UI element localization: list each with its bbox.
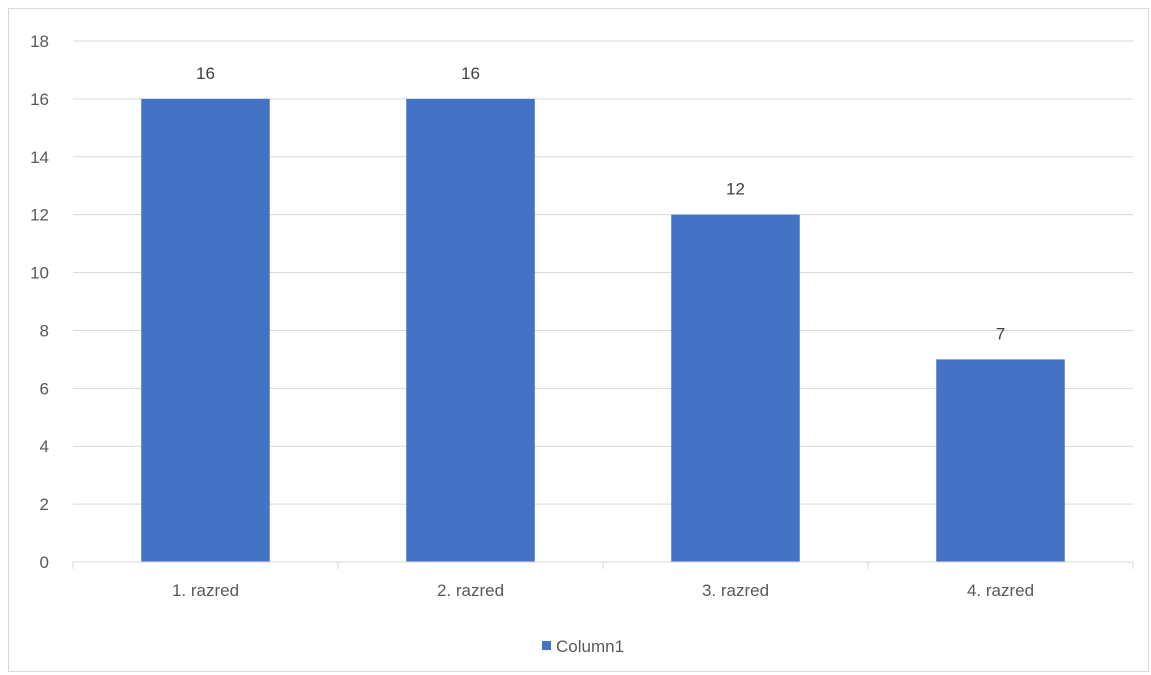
y-tick-label: 16 — [30, 90, 49, 109]
data-label: 12 — [726, 180, 745, 199]
bar-3 — [671, 215, 800, 562]
y-tick-label: 0 — [40, 553, 49, 572]
bar-2 — [406, 99, 535, 562]
x-axis-tick-labels: 1. razred 2. razred 3. razred 4. razred — [172, 581, 1034, 600]
data-label: 16 — [461, 64, 480, 83]
data-label: 7 — [996, 324, 1005, 343]
y-tick-label: 6 — [40, 379, 49, 398]
y-tick-label: 2 — [40, 495, 49, 514]
y-axis-tick-labels: 0 2 4 6 8 10 12 14 16 18 — [30, 32, 49, 572]
y-tick-label: 10 — [30, 264, 49, 283]
bar-1 — [141, 99, 270, 562]
legend-label-column1: Column1 — [556, 637, 624, 656]
data-labels: 16 16 12 7 — [196, 64, 1005, 344]
y-tick-label: 18 — [30, 32, 49, 51]
data-label: 16 — [196, 64, 215, 83]
legend-swatch-column1 — [542, 641, 551, 650]
y-tick-label: 12 — [30, 206, 49, 225]
y-tick-label: 4 — [40, 437, 49, 456]
y-tick-label: 8 — [40, 321, 49, 340]
y-tick-label: 14 — [30, 148, 49, 167]
x-tick-label: 4. razred — [967, 581, 1034, 600]
x-tick-label: 2. razred — [437, 581, 504, 600]
x-tick-label: 1. razred — [172, 581, 239, 600]
bar-4 — [936, 359, 1065, 562]
x-tick-label: 3. razred — [702, 581, 769, 600]
legend: Column1 — [542, 637, 624, 656]
x-axis — [73, 562, 1133, 569]
